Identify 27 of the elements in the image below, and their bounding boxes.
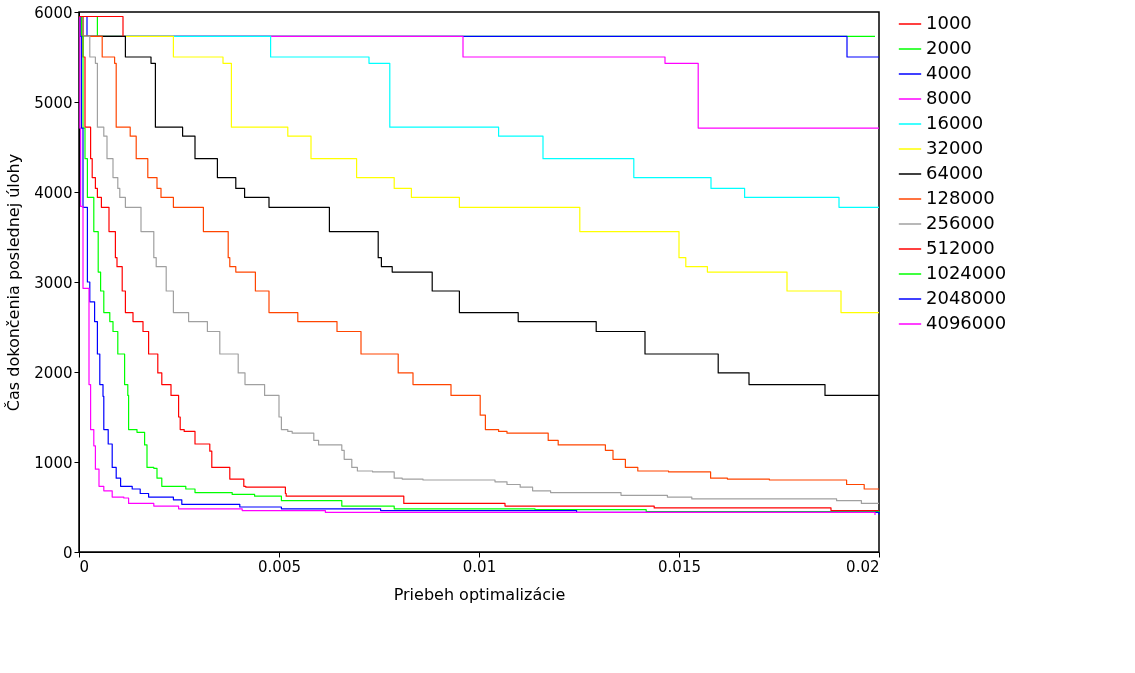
legend-label: 1024000	[926, 262, 1007, 283]
x-tick-label: 0.005	[258, 557, 301, 576]
legend-label: 8000	[926, 87, 972, 108]
legend-label: 2048000	[926, 287, 1007, 308]
legend-label: 16000	[926, 112, 984, 133]
legend-label: 2000	[926, 37, 972, 58]
x-axis-title: Priebeh optimalizácie	[393, 584, 566, 604]
legend-label: 256000	[926, 212, 995, 233]
y-tick-label: 2000	[34, 363, 73, 382]
legend-label: 64000	[926, 162, 984, 183]
x-tick-label: 0.015	[658, 557, 701, 576]
legend-label: 1000	[926, 12, 972, 33]
y-tick-label: 6000	[34, 3, 73, 22]
x-tick-label: 0.01	[462, 557, 497, 576]
x-tick-label: 0	[79, 557, 90, 576]
y-tick-label: 5000	[34, 93, 73, 112]
legend-label: 32000	[926, 137, 984, 158]
legend-label: 4096000	[926, 312, 1007, 333]
y-axis-title: Čas dokončenia poslednej úlohy	[4, 153, 24, 412]
legend-label: 128000	[926, 187, 995, 208]
y-tick-label: 4000	[34, 183, 73, 202]
x-tick-label: 0.02	[846, 557, 880, 576]
y-tick-label: 0	[62, 543, 73, 562]
y-tick-label: 1000	[34, 453, 73, 472]
legend-label: 4000	[926, 62, 972, 83]
y-tick-label: 3000	[34, 273, 73, 292]
legend-label: 512000	[926, 237, 995, 258]
